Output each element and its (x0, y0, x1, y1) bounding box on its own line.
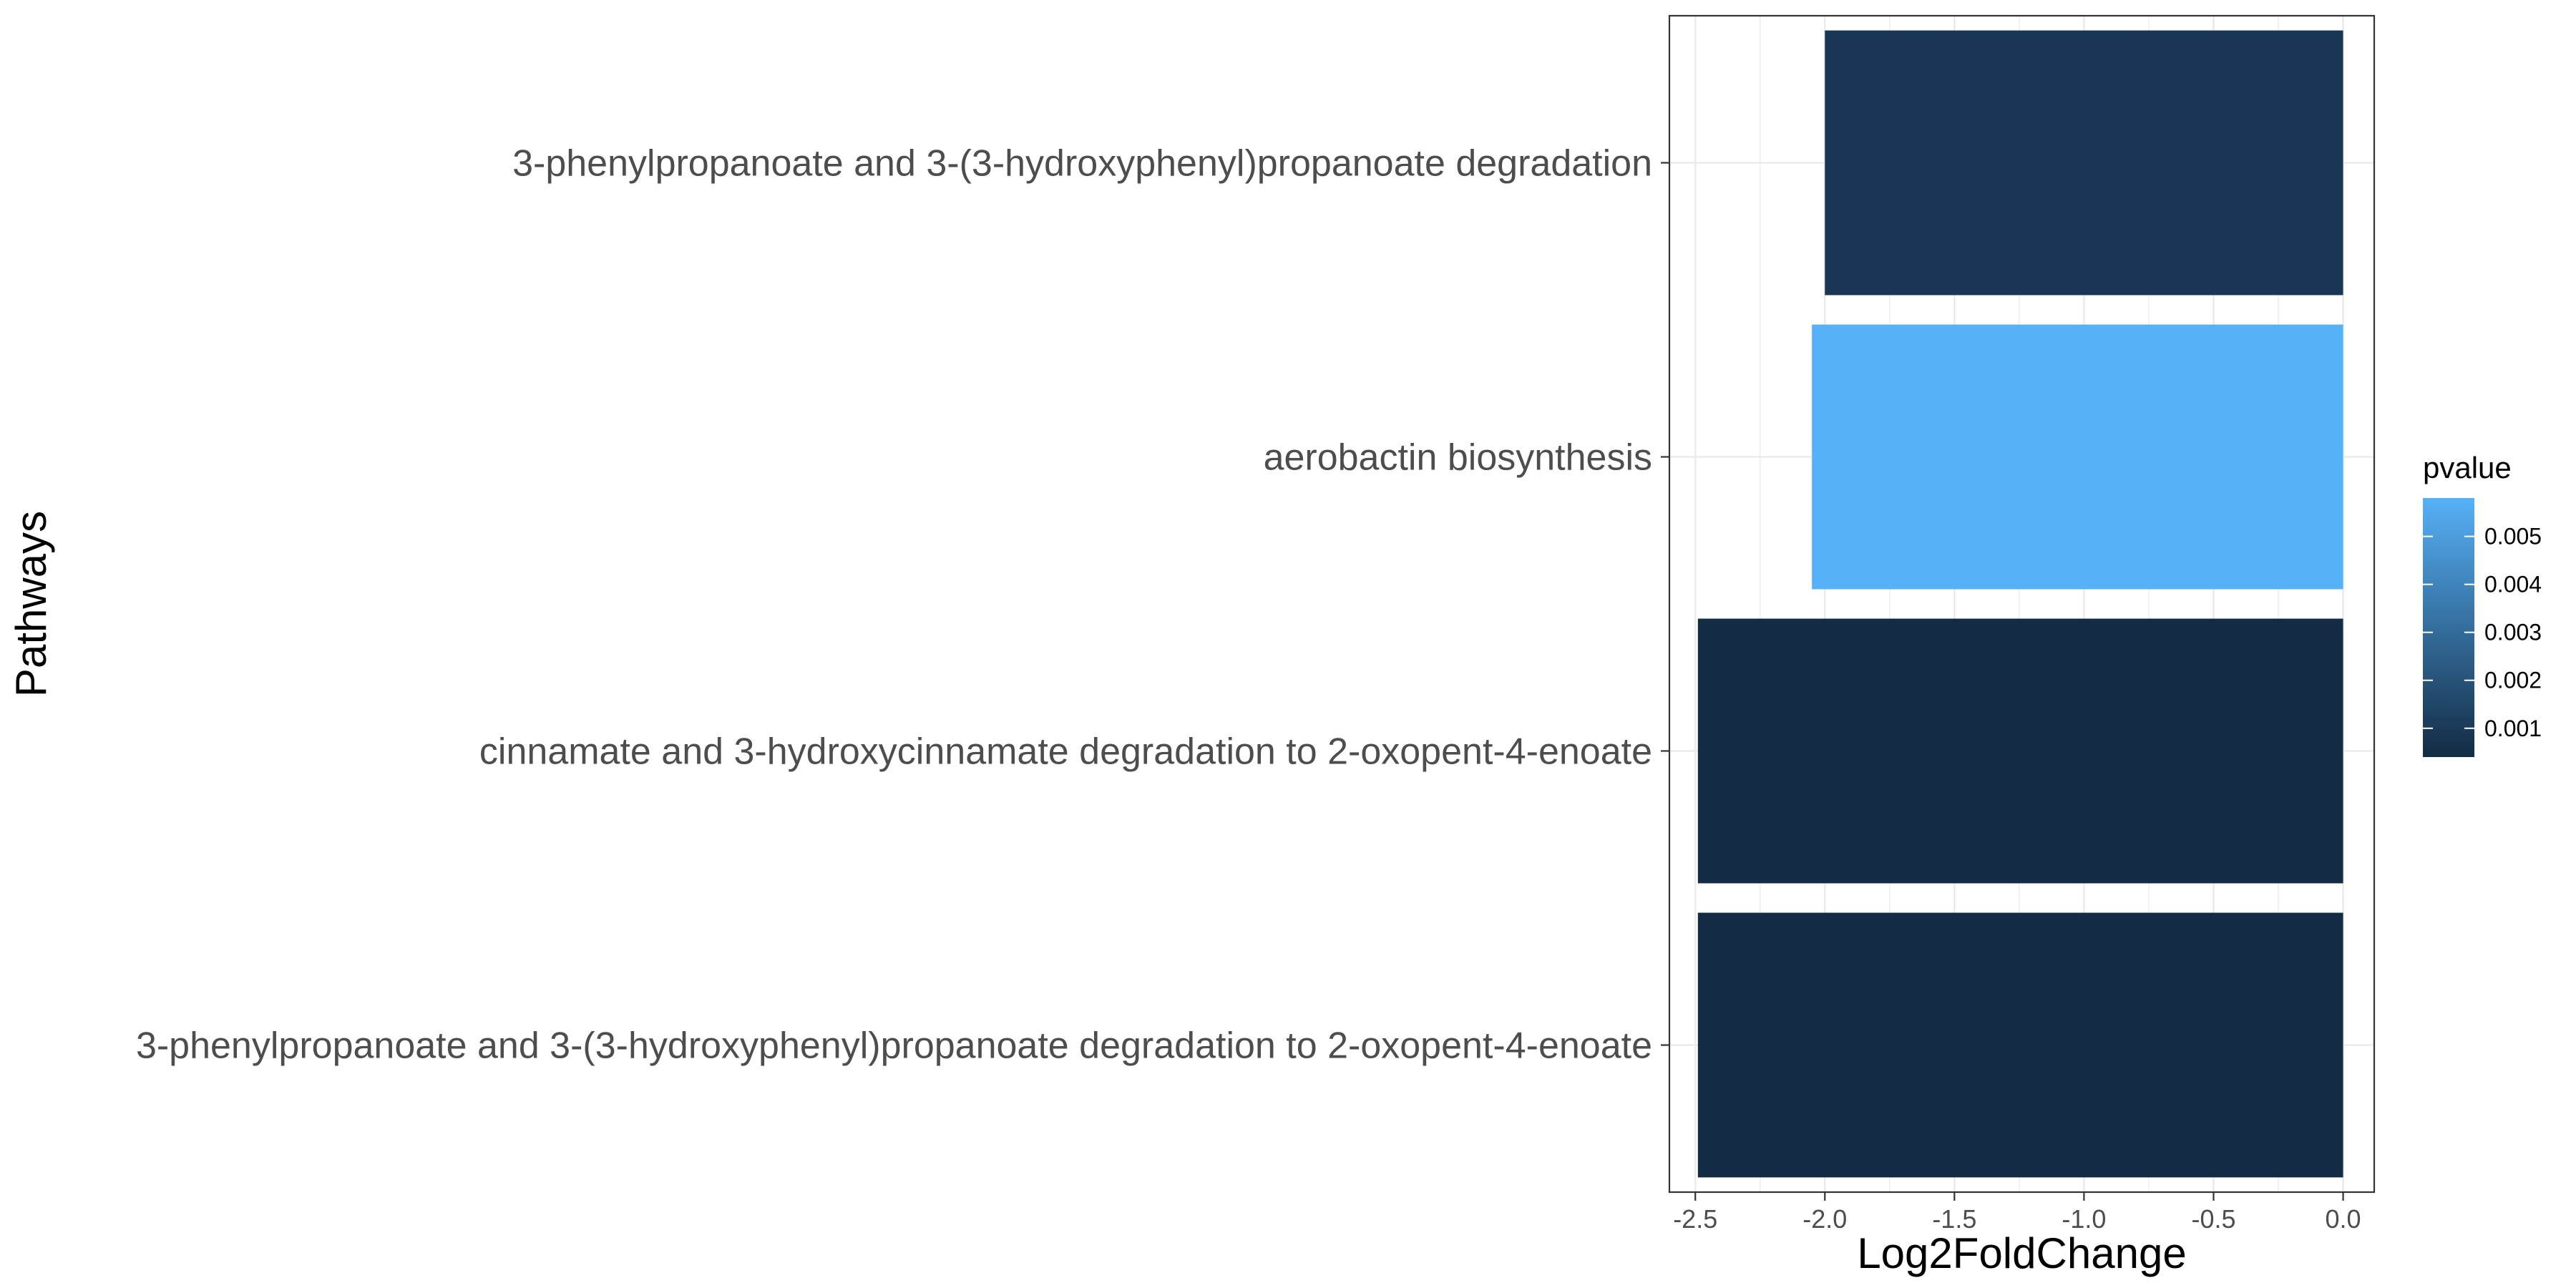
y-axis-title: Pathways (7, 511, 55, 697)
x-axis: -2.5 -2.0 -1.5 -1.0 -0.5 0.0 (1673, 1192, 2361, 1234)
legend-tick-label: 0.005 (2484, 524, 2542, 550)
y-category-label: 3-phenylpropanoate and 3-(3-hydroxypheny… (512, 143, 1652, 185)
legend-tick-label: 0.001 (2484, 716, 2542, 741)
legend-title: pvalue (2423, 451, 2512, 484)
x-tick-label: -2.5 (1673, 1204, 1717, 1234)
x-tick-label: -1.5 (1932, 1204, 1976, 1234)
bar (1697, 912, 2343, 1178)
x-tick-label: -0.5 (2191, 1204, 2235, 1234)
legend: pvalue 0.001 0.002 0.003 0.004 0.005 (2423, 451, 2542, 757)
x-tick-label: 0.0 (2326, 1204, 2361, 1234)
y-axis: 3-phenylpropanoate and 3-(3-hydroxypheny… (136, 143, 1669, 1067)
y-category-label: 3-phenylpropanoate and 3-(3-hydroxypheny… (136, 1025, 1652, 1067)
bar (1825, 30, 2343, 296)
x-tick-label: -1.0 (2062, 1204, 2106, 1234)
y-category-label: cinnamate and 3-hydroxycinnamate degrada… (479, 731, 1652, 773)
y-category-label: aerobactin biosynthesis (1264, 437, 1652, 479)
bar (1697, 618, 2343, 884)
x-axis-title: Log2FoldChange (1857, 1229, 2186, 1277)
legend-colorbar (2423, 498, 2474, 757)
x-tick-label: -2.0 (1802, 1204, 1847, 1234)
legend-tick-label: 0.003 (2484, 620, 2542, 645)
legend-tick-label: 0.004 (2484, 572, 2542, 597)
plot-panel-border (1668, 14, 2376, 1194)
legend-tick-label: 0.002 (2484, 668, 2542, 693)
bar (1812, 324, 2343, 590)
bars (1697, 30, 2343, 1178)
